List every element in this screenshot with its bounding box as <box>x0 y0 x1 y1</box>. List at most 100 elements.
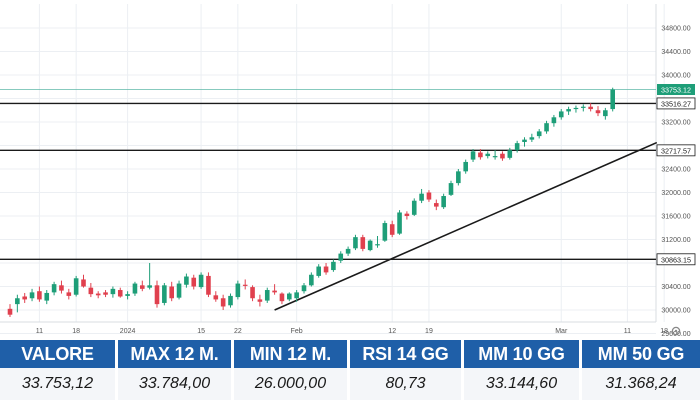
candle-4 <box>37 286 42 302</box>
candle-20 <box>154 280 160 308</box>
candle-body-32 <box>242 284 248 286</box>
candle-body-9 <box>73 278 79 295</box>
candle-34 <box>257 294 263 307</box>
candle-39 <box>294 290 299 302</box>
candle-9 <box>73 275 79 297</box>
horizontal-levels: 33516.27 32717.57 30863.15 33753.12 <box>0 84 696 266</box>
candle-body-37 <box>279 293 285 302</box>
grid-lines <box>0 4 665 334</box>
last-price-label-box <box>657 84 695 96</box>
candle-body-52 <box>389 224 395 235</box>
candle-64 <box>478 149 483 160</box>
candle-body-47 <box>353 237 358 249</box>
candle-body-54 <box>404 213 410 216</box>
level-label-box-1 <box>656 144 696 157</box>
trendline-line <box>274 141 658 311</box>
candle-body-81 <box>603 110 608 117</box>
candle-body-69 <box>514 143 520 151</box>
candle-36 <box>272 284 277 295</box>
candle-37 <box>279 292 285 305</box>
level-label-1: 32717.57 <box>661 146 691 155</box>
candle-body-46 <box>345 248 351 254</box>
last-price-label: 33753.12 <box>661 86 691 95</box>
y-tick-9: 31200.00 <box>661 237 690 244</box>
candle-body-36 <box>272 290 277 293</box>
candle-17 <box>132 281 138 296</box>
candle-body-16 <box>125 294 130 296</box>
candle-body-14 <box>110 288 116 295</box>
candle-51 <box>382 220 388 242</box>
candle-body-29 <box>220 298 226 307</box>
x-tick-9: 11 <box>624 328 631 335</box>
candle-25 <box>191 274 197 290</box>
value-valore: 33.753,12 <box>0 368 118 400</box>
candle-body-17 <box>132 283 138 294</box>
candle-74 <box>551 114 557 127</box>
y-tick-6: 32400.00 <box>661 167 690 174</box>
candle-body-73 <box>544 123 549 132</box>
candle-63 <box>470 149 476 162</box>
candle-body-39 <box>294 292 299 299</box>
candle-66 <box>492 150 498 160</box>
candle-body-12 <box>95 293 101 296</box>
candle-53 <box>397 210 402 235</box>
value-max-12m: 33.784,00 <box>118 368 234 400</box>
x-tick-1: 18 <box>72 328 80 335</box>
candle-29 <box>220 294 226 310</box>
candle-body-31 <box>235 283 241 298</box>
candle-body-41 <box>309 274 314 286</box>
candle-78 <box>581 104 586 112</box>
stats-values-row: 33.753,12 33.784,00 26.000,00 80,73 33.1… <box>0 368 700 400</box>
candle-body-38 <box>287 293 292 300</box>
candle-body-71 <box>529 137 535 140</box>
header-mm-10gg: MM 10 GG <box>464 340 582 368</box>
candle-body-5 <box>44 292 50 301</box>
candle-11 <box>88 282 94 298</box>
candle-body-43 <box>323 266 329 273</box>
level-label-0: 33516.27 <box>661 99 691 108</box>
candle-body-19 <box>147 285 152 288</box>
candle-body-24 <box>184 276 189 285</box>
candle-body-34 <box>257 299 263 302</box>
candle-body-62 <box>463 161 468 172</box>
y-tick-11: 30400.00 <box>661 284 690 291</box>
candle-55 <box>411 198 417 216</box>
x-tick-2: 2024 <box>120 328 136 335</box>
candle-38 <box>287 292 292 302</box>
candle-body-18 <box>140 285 145 289</box>
candle-76 <box>566 106 571 115</box>
trendline <box>274 141 658 311</box>
candle-57 <box>426 190 432 202</box>
y-tick-1: 34400.00 <box>661 49 690 56</box>
x-axis: 11 18 2024 15 22 Feb 12 19 Mar 11 18 <box>36 328 668 335</box>
candle-body-51 <box>382 223 388 241</box>
candle-81 <box>603 107 608 120</box>
x-tick-5: Feb <box>291 328 303 335</box>
candle-54 <box>404 211 410 220</box>
candle-82 <box>610 87 615 112</box>
x-tick-0: 11 <box>36 328 43 335</box>
y-tick-12: 30000.00 <box>661 308 690 315</box>
candle-35 <box>264 287 270 303</box>
candle-body-65 <box>485 153 491 157</box>
candle-body-23 <box>176 283 182 298</box>
candle-58 <box>434 199 439 211</box>
candle-65 <box>485 151 491 159</box>
candle-71 <box>529 133 535 142</box>
level-label-box-0 <box>656 97 696 110</box>
candle-49 <box>367 239 373 252</box>
candle-body-10 <box>81 279 86 287</box>
candle-52 <box>389 220 395 238</box>
candle-33 <box>250 285 255 302</box>
gear-icon[interactable] <box>671 326 681 336</box>
candle-15 <box>117 287 123 298</box>
x-tick-6: 12 <box>388 328 396 335</box>
candle-body-22 <box>169 286 174 299</box>
y-tick-0: 34800.00 <box>661 26 690 33</box>
candle-62 <box>463 159 468 174</box>
candle-21 <box>162 282 167 306</box>
candle-body-77 <box>573 107 579 110</box>
candle-16 <box>125 291 130 300</box>
candle-18 <box>140 280 145 292</box>
candlestick-chart: 33516.27 32717.57 30863.15 33753.12 34800.0… <box>0 4 696 338</box>
